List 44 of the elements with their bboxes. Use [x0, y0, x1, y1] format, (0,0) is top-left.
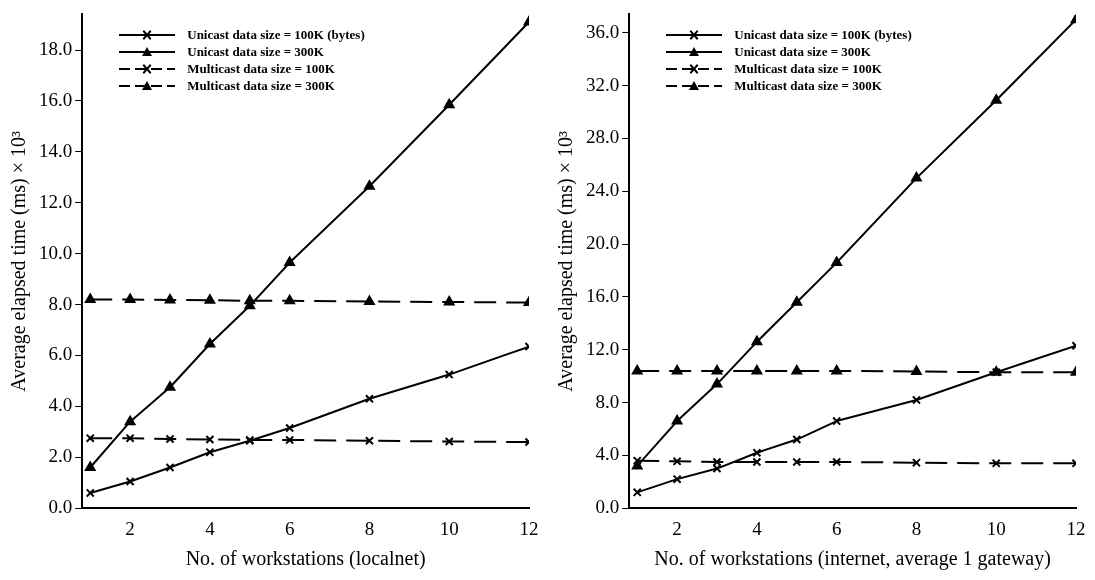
y-tick-label: 0.0 — [48, 496, 73, 518]
legend-label: Unicast data size = 100K (bytes) — [187, 26, 365, 44]
y-tick-label: 8.0 — [48, 292, 73, 314]
y-tick-label: 14.0 — [39, 139, 73, 161]
x-tick-label: 10 — [986, 517, 1006, 539]
y-tick-label: 18.0 — [39, 38, 73, 60]
y-tick-label: 20.0 — [586, 232, 620, 254]
x-tick-label: 8 — [911, 517, 922, 539]
x-tick-label: 12 — [519, 517, 539, 539]
y-tick-label: 4.0 — [48, 394, 73, 416]
legend-label: Multicast data size = 100K — [734, 60, 882, 78]
legend-label: Unicast data size = 300K — [187, 43, 324, 61]
y-tick-label: 32.0 — [586, 73, 620, 95]
legend-label: Multicast data size = 100K — [187, 60, 335, 78]
y-axis-title: Average elapsed time (ms) × 10³ — [554, 130, 578, 392]
y-tick-label: 10.0 — [39, 241, 73, 263]
x-tick-label: 12 — [1066, 517, 1086, 539]
y-tick-label: 24.0 — [586, 179, 620, 201]
y-tick-label: 0.0 — [595, 496, 620, 518]
legend-label: Unicast data size = 100K (bytes) — [734, 26, 912, 44]
y-tick-label: 12.0 — [39, 190, 73, 212]
y-tick-label: 16.0 — [39, 88, 73, 110]
x-tick-label: 8 — [364, 517, 375, 539]
legend-label: Multicast data size = 300K — [187, 77, 335, 95]
y-tick-label: 16.0 — [586, 284, 620, 306]
y-tick-label: 6.0 — [48, 343, 73, 365]
x-tick-label: 2 — [672, 517, 682, 539]
y-tick-label: 36.0 — [586, 20, 620, 42]
x-tick-label: 10 — [439, 517, 459, 539]
x-tick-label: 4 — [205, 517, 216, 539]
legend-label: Multicast data size = 300K — [734, 77, 882, 95]
legend-label: Unicast data size = 300K — [734, 43, 871, 61]
y-tick-label: 28.0 — [586, 126, 620, 148]
x-tick-label: 6 — [284, 517, 295, 539]
x-tick-label: 6 — [831, 517, 842, 539]
y-tick-label: 8.0 — [595, 390, 620, 412]
x-tick-label: 2 — [125, 517, 135, 539]
y-tick-label: 2.0 — [48, 445, 73, 467]
x-tick-label: 4 — [752, 517, 763, 539]
x-axis-title: No. of workstations (internet, average 1 gateway) — [654, 547, 1051, 571]
y-tick-label: 12.0 — [586, 337, 620, 359]
y-axis-title: Average elapsed time (ms) × 10³ — [7, 130, 31, 392]
x-axis-title: No. of workstations (localnet) — [185, 547, 426, 571]
y-tick-label: 4.0 — [595, 443, 620, 465]
